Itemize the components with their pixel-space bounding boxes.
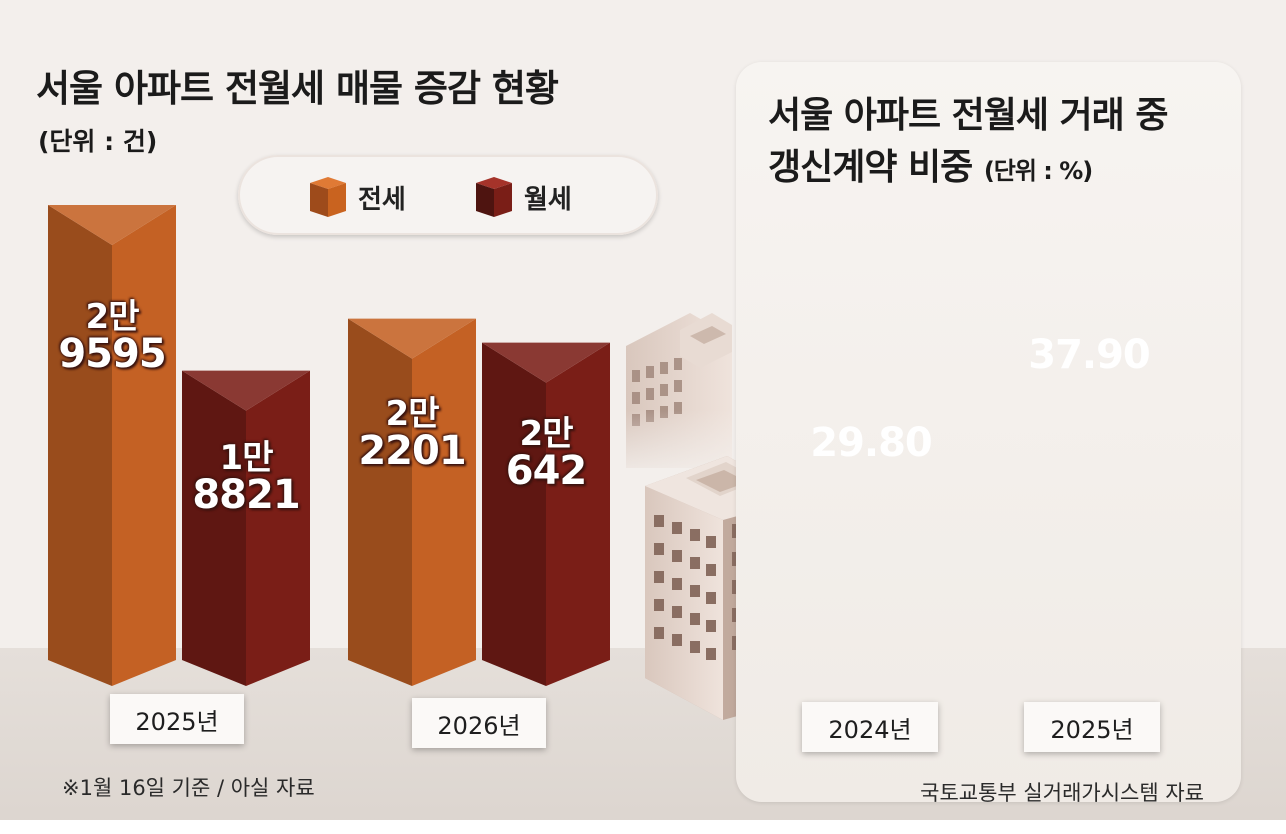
value-label-2025년: 37.90	[1028, 332, 1151, 378]
category-label-2025-left: 2025년	[110, 694, 244, 744]
apartment-building-back	[620, 313, 736, 472]
left-bar-chart	[48, 205, 610, 686]
bar-top	[182, 370, 310, 411]
legend-label-jeonse: 전세	[358, 184, 406, 215]
legend-item-jeonse: 전세	[308, 177, 406, 217]
legend-item-wolse: 월세	[474, 177, 572, 217]
bar-face-right	[546, 342, 610, 686]
bar-월세-2026년	[482, 342, 610, 686]
value-label-전세-2025년: 2만 9595	[48, 300, 176, 374]
value-label-unit-part: 1만	[219, 437, 274, 478]
value-label-월세-2025년: 1만 8821	[182, 441, 310, 515]
value-label-unit-part: 2만	[85, 297, 140, 337]
bar-월세-2025년	[182, 370, 310, 686]
value-label-월세-2026년: 2만 642	[482, 417, 610, 491]
value-label-number-part: 8821	[192, 471, 300, 518]
bar-face-left	[348, 318, 412, 686]
right-chart-title-line2: 갱신계약 비중	[768, 147, 973, 188]
bar-top	[348, 318, 476, 359]
bar-face-right	[112, 205, 176, 686]
left-chart-unit: (단위 : 건)	[38, 127, 158, 156]
bar-전세-2026년	[348, 318, 476, 686]
bar-face-left	[48, 205, 112, 686]
legend-label-wolse: 월세	[524, 184, 572, 215]
bar-face-right	[246, 370, 310, 686]
legend-swatch-jeonse-icon	[310, 177, 346, 217]
value-label-number-part: 2201	[358, 428, 466, 475]
category-label-2026: 2026년	[412, 698, 546, 748]
legend: 전세 월세	[238, 155, 658, 235]
bar-top	[48, 205, 176, 245]
bar-face-right	[412, 318, 476, 686]
right-chart-title-line1: 서울 아파트 전월세 거래 중	[768, 95, 1168, 136]
left-chart-title: 서울 아파트 전월세 매물 증감 현황	[36, 67, 559, 110]
value-label-2024년: 29.80	[810, 420, 933, 467]
right-chart-panel	[736, 62, 1241, 802]
source-note: 국토교통부 실거래가시스템 자료	[920, 781, 1204, 805]
value-label-unit-part: 2만	[519, 414, 574, 455]
footnote: ※1월 16일 기준 / 아실 자료	[62, 776, 315, 800]
value-label-전세-2026년: 2만 2201	[348, 397, 476, 471]
bar-face-left	[482, 342, 546, 686]
category-label-2025-right: 2025년	[1024, 702, 1160, 752]
value-label-unit-part: 2만	[385, 394, 440, 435]
legend-swatch-wolse-icon	[476, 177, 512, 217]
right-chart-unit: (단위 : %)	[983, 157, 1093, 185]
bar-top	[482, 342, 610, 383]
bottom-strip	[0, 820, 1286, 834]
value-label-number-part: 9595	[58, 331, 166, 377]
bar-face-left	[182, 370, 246, 686]
value-label-number-part: 642	[505, 448, 588, 495]
category-label-2024: 2024년	[802, 702, 938, 752]
right-chart-title: 서울 아파트 전월세 거래 중 갱신계약 비중 (단위 : %)	[768, 90, 1238, 197]
bar-전세-2025년	[48, 205, 176, 686]
